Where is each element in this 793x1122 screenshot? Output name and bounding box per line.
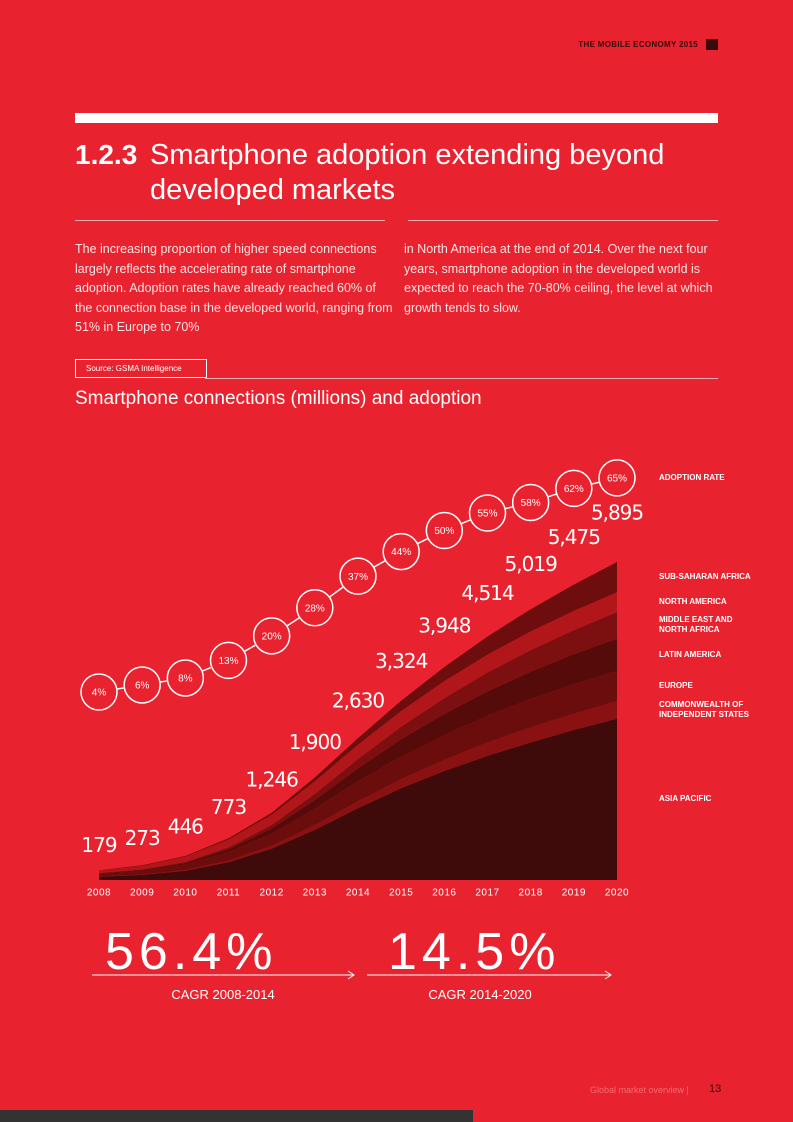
paragraph: The increasing proportion of higher spee… xyxy=(75,242,393,334)
area xyxy=(99,670,617,877)
footer-section: Global market overview | xyxy=(590,1085,689,1095)
x-tick-label: 2014 xyxy=(346,888,370,899)
rule xyxy=(408,220,718,221)
arrow-head xyxy=(347,970,355,980)
logo-icon xyxy=(706,39,718,50)
adoption-marker xyxy=(468,494,507,532)
adoption-marker xyxy=(166,659,205,697)
adoption-marker xyxy=(339,557,377,595)
x-tick-label: 2020 xyxy=(605,888,629,899)
cagr-label: CAGR 2008-2014 xyxy=(171,987,275,1002)
total-label: 773 xyxy=(211,795,246,819)
total-label: 273 xyxy=(125,826,160,850)
adoption-marker xyxy=(382,532,420,571)
source: Source: GSMA Intelligence xyxy=(75,359,207,378)
x-tick-label: 2013 xyxy=(303,888,327,899)
total-label: 1,900 xyxy=(289,730,342,754)
adoption-label: 20% xyxy=(262,631,282,642)
total-label: 3,948 xyxy=(418,614,471,638)
legend-label: NORTH AMERICA xyxy=(659,597,727,607)
publication: THE MOBILE ECONOMY 2015 xyxy=(578,40,698,49)
legend-label: LATIN AMERICA xyxy=(659,649,722,659)
legend-label: ADOPTION RATE xyxy=(659,472,725,482)
adoption-marker xyxy=(425,511,464,550)
total-label: 5,475 xyxy=(548,525,600,549)
total-label: 1,246 xyxy=(246,767,299,791)
adoption-marker xyxy=(252,617,291,655)
bottom-bar xyxy=(0,1110,473,1122)
x-tick-label: 2019 xyxy=(562,888,586,899)
area xyxy=(99,701,617,877)
total-label: 179 xyxy=(81,833,116,857)
rule xyxy=(75,220,385,221)
adoption-label: 4% xyxy=(92,688,107,699)
area xyxy=(99,638,617,874)
adoption-marker xyxy=(80,673,118,711)
adoption-label: 6% xyxy=(135,681,150,692)
area xyxy=(99,562,617,871)
total-label: 3,324 xyxy=(375,649,428,673)
total-label: 2,630 xyxy=(332,689,385,713)
page-number: 13 xyxy=(709,1083,722,1095)
x-tick-label: 2017 xyxy=(475,888,499,899)
x-tick-label: 2009 xyxy=(130,888,154,899)
x-tick-label: 2016 xyxy=(432,888,456,899)
adoption-marker xyxy=(598,459,636,497)
x-tick-label: 2008 xyxy=(87,888,111,899)
legend-label: EUROPE xyxy=(659,681,693,691)
total-label: 5,895 xyxy=(591,501,643,525)
x-tick-label: 2012 xyxy=(260,888,284,899)
adoption-label: 55% xyxy=(477,509,497,520)
adoption-label: 50% xyxy=(434,526,454,537)
arrow-head xyxy=(604,970,612,980)
x-tick-label: 2015 xyxy=(389,888,413,899)
legend-label: ASIA PACIFIC xyxy=(659,794,712,804)
cagr-value: 14.5% xyxy=(388,923,561,981)
x-tick-label: 2010 xyxy=(173,888,197,899)
section-number: 1.2.3 xyxy=(75,139,138,170)
adoption-label: 13% xyxy=(218,656,238,667)
adoption-label: 44% xyxy=(391,547,411,558)
total-label: 5,019 xyxy=(505,552,558,576)
legend-label: SUB-SAHARAN AFRICA xyxy=(659,572,751,582)
total-label: 4,514 xyxy=(461,581,514,605)
rule xyxy=(205,378,718,379)
adoption-label: 8% xyxy=(178,674,193,685)
adoption-marker xyxy=(296,589,334,627)
legend-label: MIDDLE EAST AND NORTH AFRICA xyxy=(659,615,733,635)
adoption-marker xyxy=(555,469,593,508)
top-bar xyxy=(75,113,718,123)
adoption-label: 58% xyxy=(521,498,541,509)
cagr-label: CAGR 2014-2020 xyxy=(428,987,532,1002)
adoption-marker xyxy=(511,483,550,522)
section-title: Smartphone adoption extending beyond dev… xyxy=(150,139,665,206)
adoption-label: 65% xyxy=(607,474,627,485)
cagr-value: 56.4% xyxy=(105,923,278,981)
adoption-label: 62% xyxy=(564,484,584,495)
adoption-label: 28% xyxy=(305,603,325,614)
adoption-marker xyxy=(209,641,248,680)
adoption-marker xyxy=(123,666,161,704)
x-tick-label: 2011 xyxy=(217,888,241,899)
area xyxy=(99,718,617,880)
total-label: 446 xyxy=(168,814,203,838)
chart-title: Smartphone connections (millions) and ad… xyxy=(75,388,482,409)
adoption-label: 37% xyxy=(348,572,368,583)
paragraph: in North America at the end of 2014. Ove… xyxy=(404,242,713,315)
area xyxy=(99,612,617,874)
arrows xyxy=(92,970,612,980)
area xyxy=(99,592,617,874)
legend-label: COMMONWEALTH OF INDEPENDENT STATES xyxy=(659,699,749,719)
x-tick-label: 2018 xyxy=(519,888,543,899)
